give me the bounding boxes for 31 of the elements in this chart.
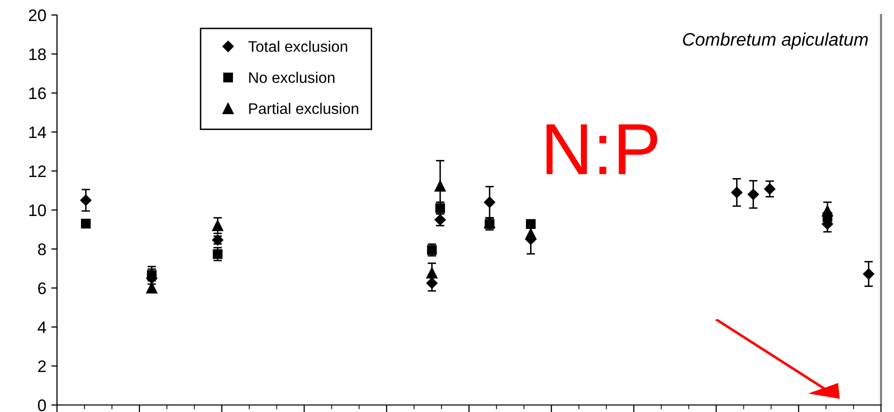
legend-label: No exclusion: [249, 72, 334, 83]
point: [526, 219, 536, 229]
annotation: N:P: [546, 124, 658, 174]
y-tick-label: 8: [38, 243, 46, 256]
point: [212, 220, 224, 232]
point: [525, 228, 536, 240]
point: [731, 186, 742, 198]
y-tick-label: 12: [29, 165, 46, 178]
legend-label: Partial exclusion: [249, 102, 358, 114]
point: [426, 267, 438, 279]
y-tick-label: 6: [38, 282, 46, 294]
point: [748, 188, 759, 200]
point: [484, 196, 496, 208]
point: [146, 282, 158, 294]
point: [80, 218, 91, 229]
y-tick-label: 16: [29, 87, 46, 100]
y-tick-label: 18: [29, 48, 46, 60]
point: [434, 180, 446, 192]
y-tick-label: 4: [38, 322, 46, 334]
y-tick-label: 14: [29, 126, 46, 138]
point: [212, 249, 223, 259]
legend-label: Total exclusion: [248, 40, 348, 52]
y-tick-label: 20: [28, 9, 46, 22]
point: [80, 194, 92, 206]
y-tick-label: 2: [38, 360, 46, 372]
point: [822, 205, 833, 217]
y-tick-label: 0: [38, 399, 46, 412]
point: [764, 183, 776, 195]
point: [863, 268, 874, 280]
text: Combretum apiculatum: [683, 32, 868, 50]
y-tick-label: 10: [29, 204, 46, 216]
